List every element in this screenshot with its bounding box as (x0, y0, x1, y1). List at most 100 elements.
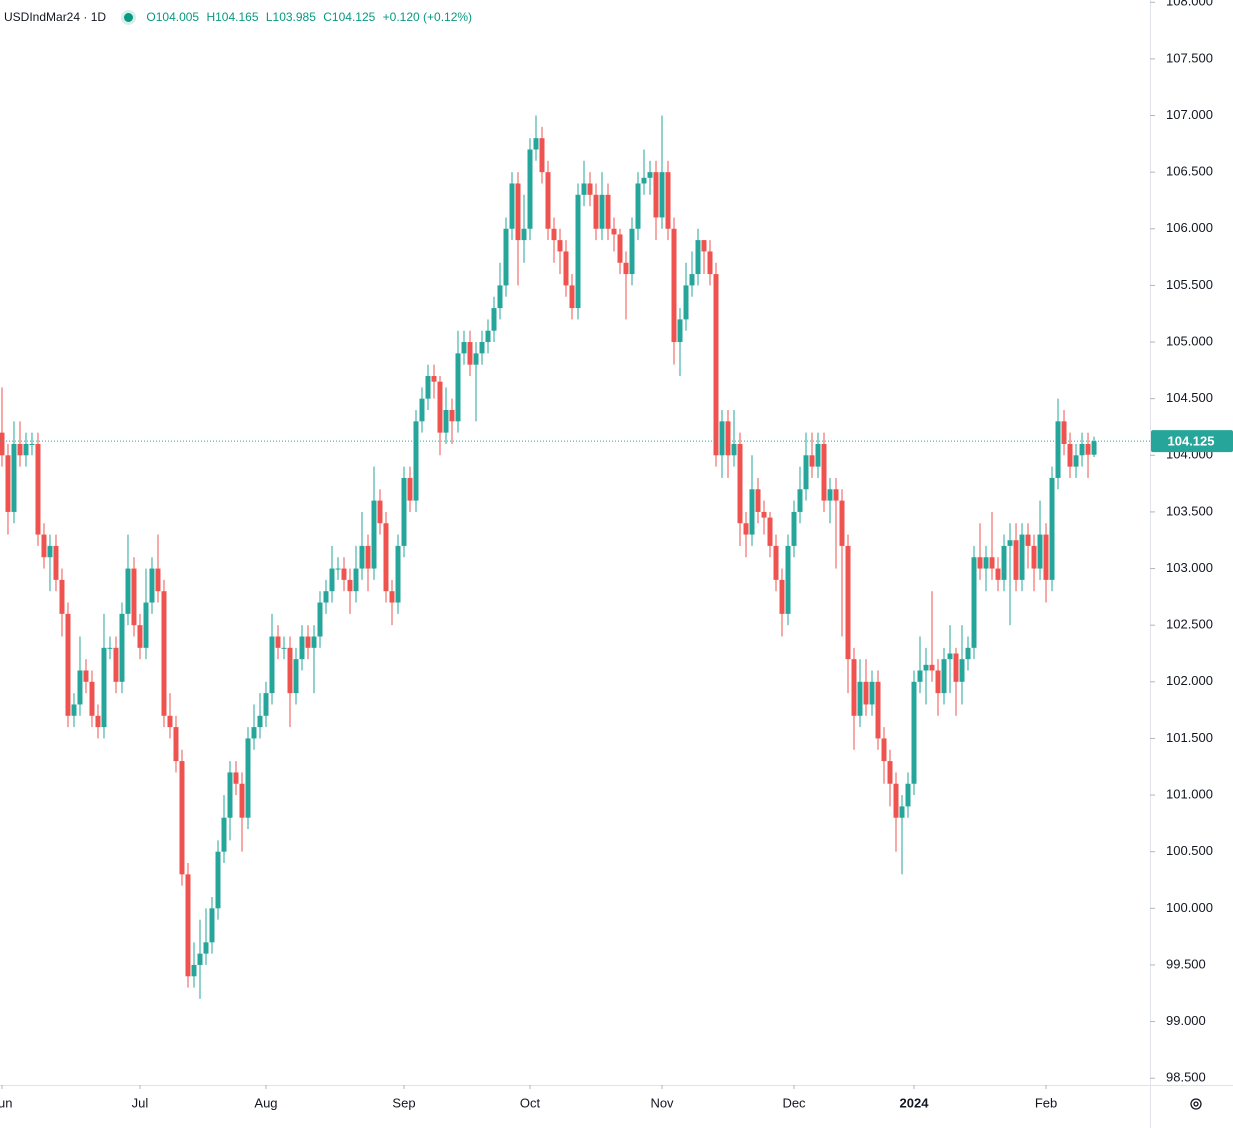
candle-body (137, 625, 143, 648)
candle-body (971, 557, 977, 648)
candle-body (1091, 441, 1097, 455)
candle-body (449, 409, 455, 422)
candle-body (599, 194, 605, 229)
candle-body (353, 568, 359, 592)
candle-body (59, 579, 65, 614)
candle-body (1031, 545, 1037, 569)
candle-body (1049, 477, 1055, 580)
settings-icon[interactable] (1190, 1098, 1202, 1110)
candle-body (497, 285, 503, 309)
candle-body (857, 681, 863, 716)
candle-body (545, 172, 551, 229)
candle-body (65, 613, 71, 716)
candle-body (743, 523, 749, 535)
candle-body (23, 443, 29, 456)
candle-body (941, 659, 947, 694)
candle-body (653, 172, 659, 218)
candle-body (521, 228, 527, 241)
candle-body (1013, 540, 1019, 580)
x-tick-label: Jun (0, 1095, 12, 1110)
candle-body (371, 500, 377, 569)
candle-body (533, 138, 539, 150)
candle-body (419, 398, 425, 422)
candle-body (95, 715, 101, 728)
y-tick-label: 99.500 (1166, 956, 1206, 971)
candle-body (209, 908, 215, 943)
candle-body (761, 511, 767, 518)
candle-body (749, 489, 755, 535)
candle-body (563, 251, 569, 286)
y-tick-label: 102.000 (1166, 673, 1213, 688)
candle-body (455, 353, 461, 422)
candle-body (671, 228, 677, 343)
y-tick-label: 107.500 (1166, 50, 1213, 65)
candle-body (893, 783, 899, 818)
candle-body (515, 183, 521, 241)
candle-body (377, 500, 383, 524)
candle-body (47, 545, 53, 558)
candle-body (233, 772, 239, 784)
candle-body (683, 285, 689, 320)
y-tick-label: 105.000 (1166, 333, 1213, 348)
candle-body (191, 964, 197, 977)
candle-body (389, 591, 395, 603)
candle-body (833, 489, 839, 501)
candle-body (29, 443, 35, 445)
candle-body (923, 664, 929, 671)
candle-body (821, 443, 827, 501)
candle-body (815, 443, 821, 467)
candle-body (77, 670, 83, 705)
candle-body (629, 228, 635, 275)
legend-low: L103.985 (265, 10, 316, 24)
candle-body (1055, 421, 1061, 478)
candle-body (881, 738, 887, 762)
legend-change: +0.120 (+0.12%) (382, 10, 473, 24)
candle-body (215, 851, 221, 909)
candle-body (803, 455, 809, 490)
candle-body (395, 545, 401, 603)
candle-body (539, 138, 545, 173)
candle-body (887, 761, 893, 784)
status-dot (124, 13, 134, 22)
candle-body (119, 613, 125, 682)
candle-body (569, 285, 575, 309)
candle-body (323, 591, 329, 603)
candle-body (131, 568, 137, 626)
candle-body (1019, 534, 1025, 580)
candle-body (713, 274, 719, 456)
candle-body (557, 240, 563, 252)
candle-body (845, 545, 851, 660)
candle-body (617, 234, 623, 263)
x-tick-label: Sep (392, 1095, 415, 1110)
candle-body (719, 421, 725, 456)
candle-body (53, 545, 59, 580)
candle-body (851, 659, 857, 716)
candle-body (197, 953, 203, 965)
candle-body (11, 443, 17, 512)
last-price-label: 104.125 (1168, 434, 1215, 449)
candle-body (257, 715, 263, 728)
candle-body (983, 557, 989, 569)
candle-body (41, 534, 47, 558)
candle-body (809, 455, 815, 467)
candle-body (491, 308, 497, 331)
candle-body (71, 704, 77, 716)
y-tick-label: 102.500 (1166, 617, 1213, 632)
x-tick-label: Jul (132, 1095, 149, 1110)
candle-body (827, 489, 833, 501)
candle-body (677, 319, 683, 343)
candle-body (587, 183, 593, 195)
y-tick-label: 108.000 (1166, 0, 1213, 9)
legend-open: O104.005 (146, 10, 200, 24)
candle-body (347, 579, 353, 592)
x-tick-label: Feb (1035, 1095, 1057, 1110)
y-tick-label: 101.500 (1166, 730, 1213, 745)
y-tick-label: 101.000 (1166, 787, 1213, 802)
candle-body (707, 251, 713, 275)
candle-body (299, 636, 305, 660)
candle-body (359, 545, 365, 569)
candle-body (773, 545, 779, 580)
legend-high: H104.165 (206, 10, 259, 24)
candle-body (341, 568, 347, 580)
